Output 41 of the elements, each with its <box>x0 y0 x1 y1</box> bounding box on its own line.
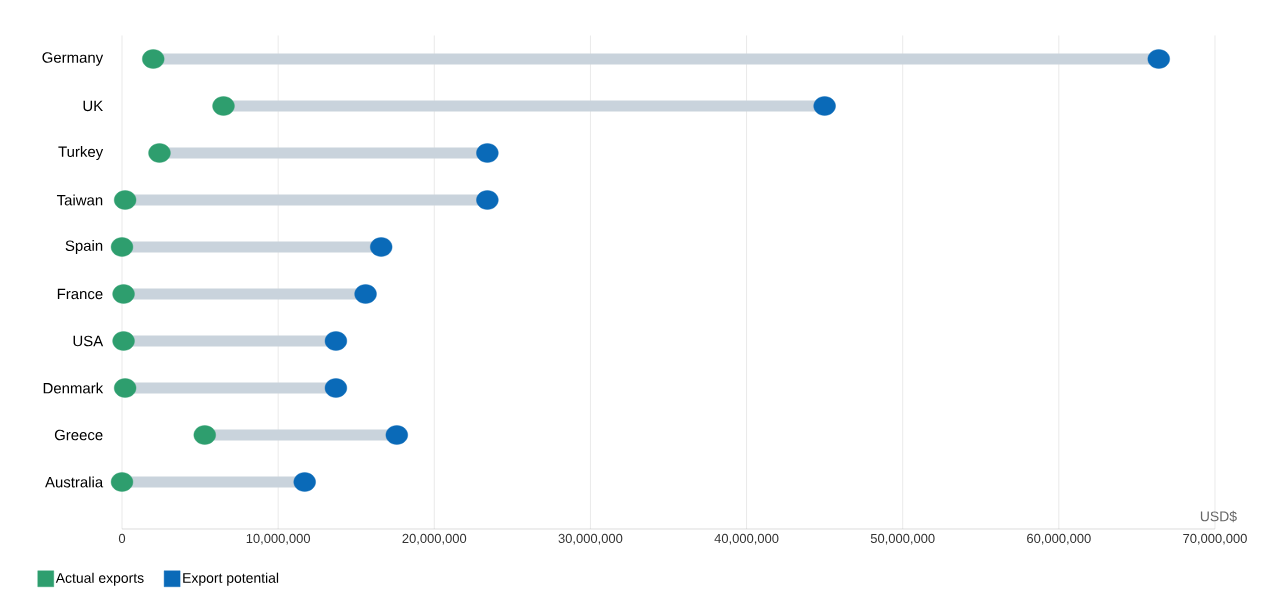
point <box>112 284 135 304</box>
point <box>370 237 393 257</box>
x-tick-label: 70,000,000 <box>1183 533 1247 545</box>
y-tick-label: USA <box>73 335 104 347</box>
y-tick-label: UK <box>83 100 103 112</box>
point <box>148 143 171 163</box>
y-tick-label: Greece <box>54 429 103 441</box>
legend-label: Export potential <box>183 572 279 586</box>
point <box>142 49 165 69</box>
point <box>1147 49 1170 69</box>
point <box>476 190 499 210</box>
point <box>110 237 134 257</box>
point <box>114 190 137 210</box>
point <box>110 472 134 492</box>
point <box>212 96 235 116</box>
point <box>293 472 316 492</box>
y-tick-label: Denmark <box>43 382 104 394</box>
x-axis-title: USD$ <box>1200 510 1237 523</box>
point <box>324 378 348 398</box>
point <box>324 331 348 351</box>
legend-label: Actual exports <box>55 572 144 586</box>
point <box>112 331 135 351</box>
y-tick-label: Taiwan <box>56 194 103 206</box>
point <box>354 284 377 304</box>
x-tick-label: 40,000,000 <box>714 533 779 545</box>
x-tick-label: 60,000,000 <box>1027 533 1091 545</box>
x-tick-label: 0 <box>118 533 126 544</box>
x-tick-label: 50,000,000 <box>870 533 935 545</box>
x-tick-label: 10,000,000 <box>246 533 311 545</box>
point <box>476 143 499 163</box>
y-tick-label: Spain <box>65 240 103 254</box>
y-tick-label: Australia <box>45 476 104 488</box>
y-tick-label: France <box>57 288 103 300</box>
x-tick-label: 20,000,000 <box>402 533 467 545</box>
point <box>114 378 137 398</box>
y-tick-label: Germany <box>42 52 104 66</box>
point <box>385 425 408 445</box>
x-tick-label: 30,000,000 <box>558 533 623 545</box>
y-tick-label: Turkey <box>58 146 104 160</box>
point <box>193 425 216 445</box>
point <box>813 96 836 116</box>
